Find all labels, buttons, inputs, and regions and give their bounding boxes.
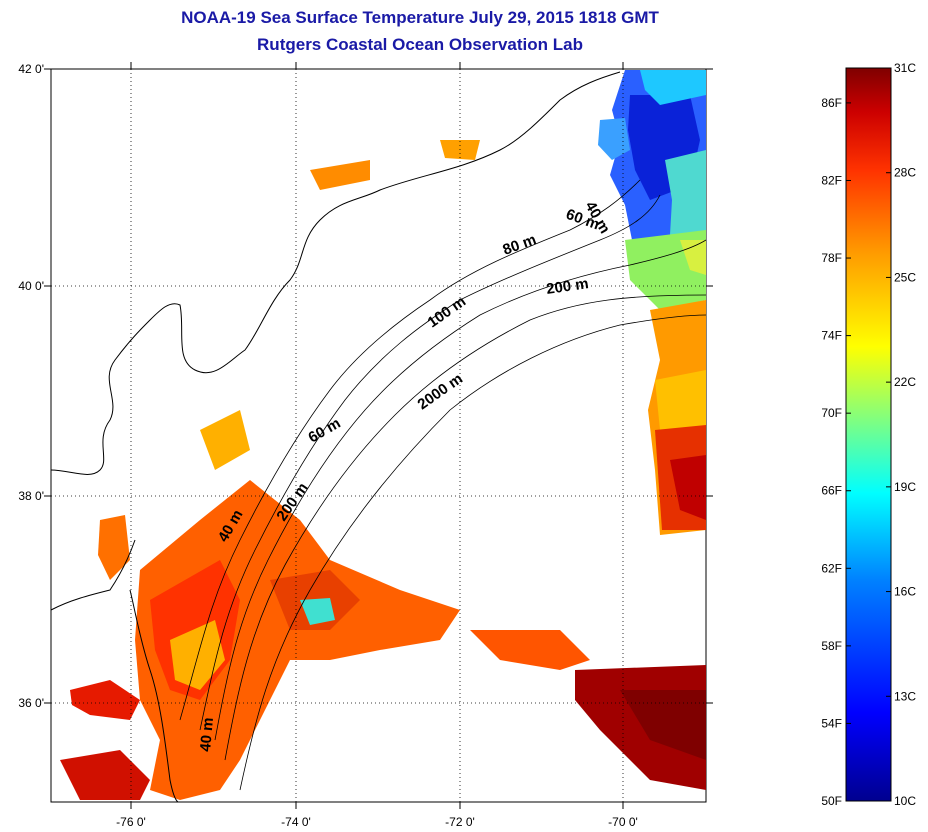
isobath-label: 200 m bbox=[545, 275, 589, 298]
colorbar-f-label: 86F bbox=[821, 96, 842, 110]
colorbar-c-label: 13C bbox=[894, 689, 916, 703]
bay-shore bbox=[51, 539, 136, 611]
colorbar-c-label: 31C bbox=[894, 61, 916, 75]
colorbar-fahrenheit-labels: 86F 82F 78F 74F 70F 66F 62F 58F 54F 50F bbox=[821, 96, 842, 808]
axis-ticks bbox=[44, 62, 713, 809]
colorbar-f-label: 78F bbox=[821, 251, 842, 265]
colorbar-c-label: 28C bbox=[894, 166, 916, 180]
lon-label: -76 0' bbox=[116, 815, 146, 829]
lon-label: -72 0' bbox=[445, 815, 475, 829]
lat-label: 36 0' bbox=[18, 696, 44, 710]
colorbar-f-label: 70F bbox=[821, 406, 842, 420]
colorbar-c-label: 16C bbox=[894, 585, 916, 599]
coastline bbox=[51, 71, 621, 475]
colorbar-c-label: 22C bbox=[894, 375, 916, 389]
lat-label: 40 0' bbox=[18, 279, 44, 293]
colorbar-f-label: 74F bbox=[821, 329, 842, 343]
map-title: NOAA-19 Sea Surface Temperature July 29,… bbox=[181, 8, 659, 27]
colorbar-f-label: 82F bbox=[821, 173, 842, 187]
outer-banks-coast bbox=[129, 589, 179, 802]
colorbar-c-label: 19C bbox=[894, 480, 916, 494]
colorbar-ticks bbox=[846, 67, 891, 802]
colorbar-c-label: 25C bbox=[894, 270, 916, 284]
lon-label: -74 0' bbox=[281, 815, 311, 829]
lat-label: 38 0' bbox=[18, 489, 44, 503]
colorbar-f-label: 58F bbox=[821, 639, 842, 653]
colorbar-f-label: 54F bbox=[821, 716, 842, 730]
sst-data-layer bbox=[60, 70, 706, 800]
colorbar-f-label: 66F bbox=[821, 484, 842, 498]
lat-label: 42 0' bbox=[18, 62, 44, 76]
colorbar-f-label: 50F bbox=[821, 794, 842, 808]
isobath-lines bbox=[179, 179, 706, 791]
lon-label: -70 0' bbox=[608, 815, 638, 829]
colorbar-celsius-labels: 31C 28C 25C 22C 19C 16C 13C 10C bbox=[894, 61, 916, 808]
isobath-label: 40 m bbox=[197, 717, 217, 753]
colorbar-c-label: 10C bbox=[894, 794, 916, 808]
colorbar-f-label: 62F bbox=[821, 561, 842, 575]
map-subtitle: Rutgers Coastal Ocean Observation Lab bbox=[257, 35, 583, 54]
colorbar bbox=[845, 67, 892, 802]
